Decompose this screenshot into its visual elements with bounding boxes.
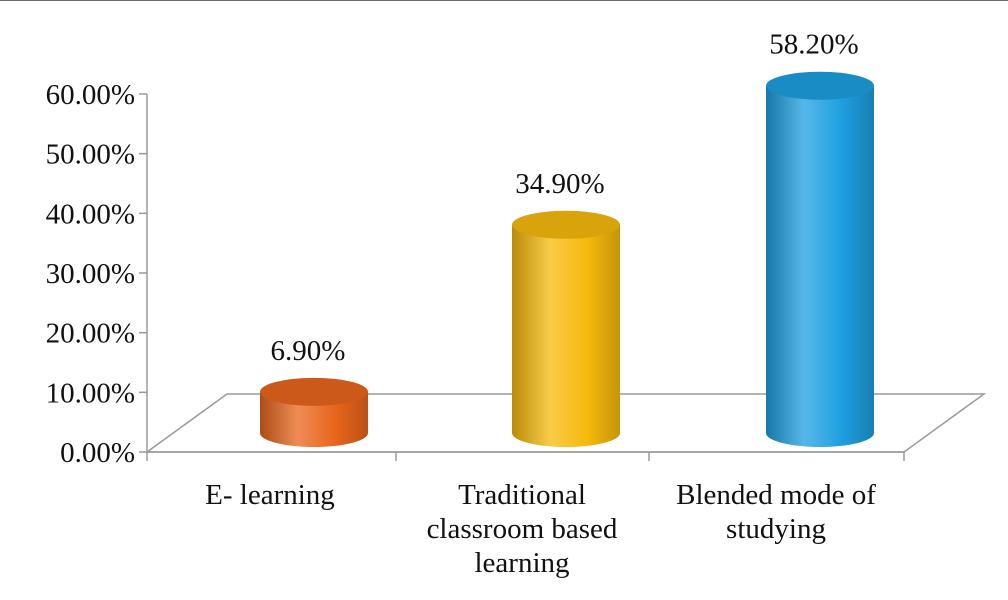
y-tick-label: 10.00%: [46, 377, 135, 409]
bar-series: [260, 71, 874, 447]
category-labels: E- learning Traditional classroom based lea…: [205, 479, 876, 579]
data-label: 58.20%: [769, 29, 858, 61]
category-label-line: learning: [474, 547, 569, 579]
bar-top: [260, 377, 368, 406]
bar-2: [766, 71, 874, 447]
bar-top: [512, 210, 620, 239]
category-label-line: E- learning: [205, 479, 335, 511]
category-label-line: Traditional: [458, 479, 586, 511]
bar-body: [512, 224, 620, 447]
category-label: E- learning: [205, 479, 335, 511]
category-label: Traditional classroom based learning: [427, 479, 618, 579]
y-tick-label: 50.00%: [46, 139, 135, 171]
y-tick-label: 0.00%: [60, 437, 135, 469]
category-label-line: classroom based: [427, 513, 618, 545]
category-label-line: Blended mode of: [676, 479, 876, 511]
category-label: Blended mode of studying: [676, 479, 876, 545]
y-tick-label: 20.00%: [46, 318, 135, 350]
bar-1: [512, 210, 620, 447]
bar-body: [766, 85, 874, 447]
data-label: 6.90%: [271, 335, 346, 367]
y-tick-label: 40.00%: [46, 198, 135, 230]
data-labels: 6.90% 34.90% 58.20%: [271, 29, 859, 367]
bar-top: [766, 71, 874, 100]
y-axis: 0.00% 10.00% 20.00% 30.00% 40.00% 50.00% 60.00…: [46, 79, 148, 469]
y-tick-label: 30.00%: [46, 258, 135, 290]
category-label-line: studying: [726, 513, 826, 545]
bar-0: [260, 377, 368, 447]
x-axis: [146, 451, 905, 461]
data-label: 34.90%: [515, 168, 604, 200]
bar-body: [260, 391, 368, 447]
y-tick-label: 60.00%: [46, 79, 135, 111]
